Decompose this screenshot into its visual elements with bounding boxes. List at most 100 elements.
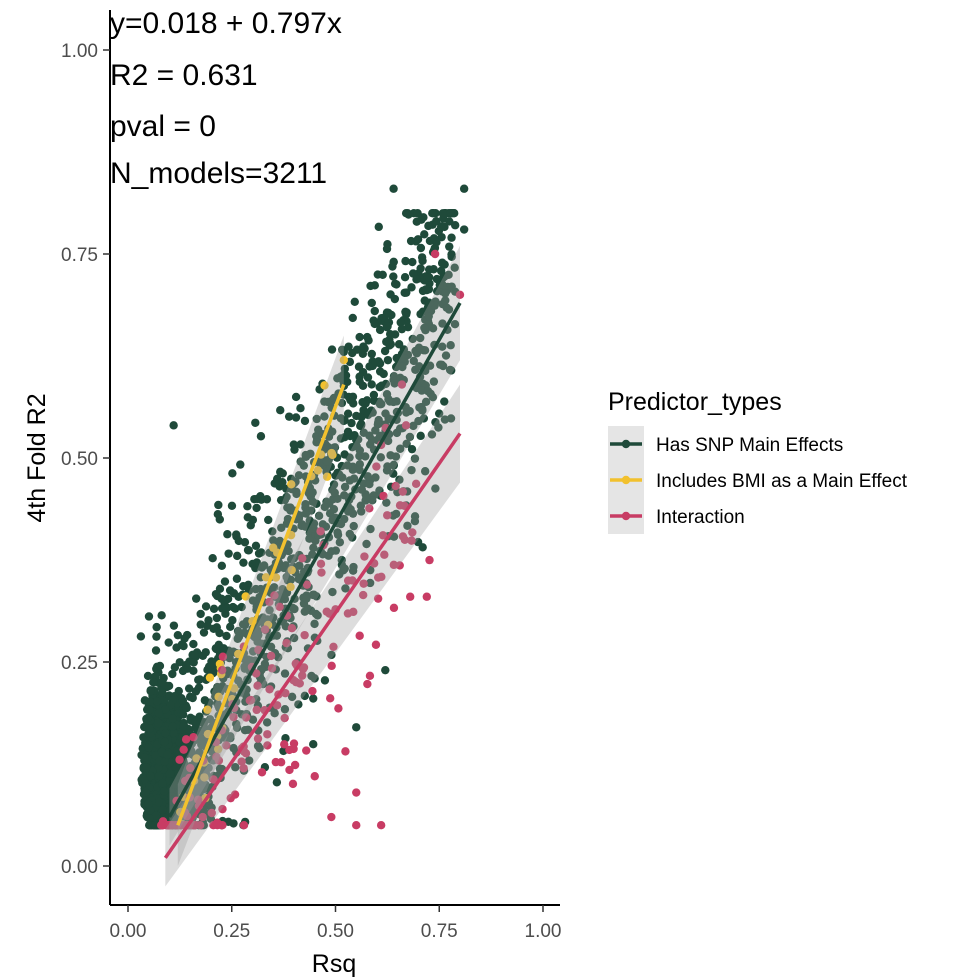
point-snp [294,471,304,480]
point-interaction [186,763,195,773]
point-snp [328,587,337,597]
point-snp [327,547,336,556]
point-interaction [406,592,415,601]
point-snp [340,564,349,573]
point-snp [270,708,279,718]
point-snp [407,465,416,475]
point-snp [220,577,230,586]
point-interaction [358,590,368,600]
point-interaction [395,501,405,510]
point-interaction [316,527,325,536]
point-snp [408,334,417,344]
point-snp [159,787,169,796]
point-snp [392,397,401,406]
point-interaction [265,685,274,694]
point-snp [305,516,314,525]
point-snp [155,661,165,671]
point-snp [284,412,294,421]
point-snp [340,482,350,492]
point-snp [224,549,233,558]
point-interaction [359,579,368,588]
point-interaction [401,421,411,430]
point-snp [168,714,177,723]
point-snp [445,242,454,251]
point-interaction [252,669,261,678]
point-snp [327,345,337,354]
point-snp [213,510,223,519]
point-snp [256,432,266,441]
point-snp [313,611,322,620]
point-snp [417,215,426,224]
point-interaction [389,560,399,570]
point-snp [294,700,303,709]
point-snp [142,763,151,772]
point-interaction [239,821,249,830]
point-snp [244,546,253,555]
point-snp [237,602,246,612]
point-snp [278,584,287,594]
point-snp [382,390,392,399]
y-ticks: 0.00 0.25 0.50 0.75 1.00 [61,41,110,878]
point-snp [309,694,318,703]
point-snp [358,349,368,358]
fit-line [176,383,346,826]
point-snp [161,729,170,738]
point-snp [345,529,355,539]
equation-text: y=0.018 + 0.797x [110,7,342,40]
point-snp [310,674,319,683]
point-interaction [290,760,300,770]
point-interaction [271,757,281,767]
point-snp [301,522,310,531]
point-interaction [218,652,228,661]
point-snp [367,435,377,445]
point-snp [418,256,427,266]
point-snp [396,444,405,453]
point-interaction [226,793,235,803]
point-interaction [365,671,375,681]
point-snp [445,217,454,226]
point-snp [389,461,398,470]
point-snp [352,723,361,732]
point-bmi [287,565,296,575]
point-snp [262,718,272,727]
point-snp [136,632,146,641]
legend-label: Interaction [656,507,745,528]
point-snp [429,265,438,274]
point-interaction [408,528,417,537]
point-snp [190,650,199,659]
point-snp [174,769,183,778]
point-snp [414,343,424,352]
point-snp [438,258,447,267]
x-tick-label: 0.75 [421,921,458,942]
point-snp [339,347,348,357]
legend-key-dot [621,475,631,485]
point-snp [209,604,219,614]
stats-annotation: y=0.018 + 0.797x R2 = 0.631 pval = 0 N_m… [110,7,342,190]
point-snp [189,666,198,676]
point-bmi [203,705,212,714]
point-interaction [217,821,226,830]
point-snp [232,551,242,561]
point-snp [441,296,450,305]
legend-label: Has SNP Main Effects [656,435,843,456]
point-snp [309,524,318,533]
point-interaction [327,661,336,671]
point-snp [154,797,163,807]
point-snp [201,648,210,657]
point-snp [304,489,314,498]
point-interaction [363,679,372,689]
point-snp [232,574,242,583]
point-snp [239,558,248,567]
legend-label: Includes BMI as a Main Effect [656,471,908,492]
point-interaction [373,573,383,582]
point-interaction [334,704,343,713]
point-snp [389,511,398,520]
point-snp [363,472,373,481]
point-snp [431,484,440,493]
point-snp [382,337,391,346]
point-interaction [266,651,276,661]
point-interaction [257,768,267,777]
point-snp [367,349,376,359]
point-interaction [343,609,353,618]
point-snp [149,678,158,687]
